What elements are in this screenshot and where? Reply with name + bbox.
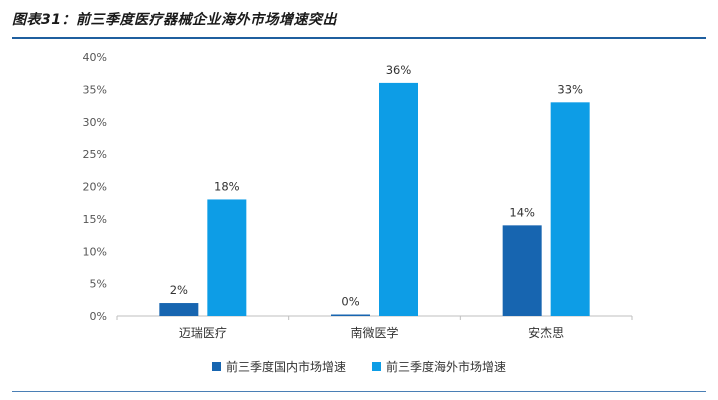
bar-domestic xyxy=(502,225,542,316)
y-tick-label: 30% xyxy=(83,116,107,129)
footer-rule xyxy=(12,391,706,392)
bar-overseas xyxy=(550,102,590,316)
category-label: 安杰思 xyxy=(528,325,564,340)
bar-domestic xyxy=(159,303,199,316)
bar-domestic xyxy=(331,314,370,316)
data-label: 18% xyxy=(214,179,240,193)
category-label: 迈瑞医疗 xyxy=(179,326,227,340)
y-tick-label: 35% xyxy=(83,83,107,96)
legend-label-domestic: 前三季度国内市场增速 xyxy=(225,360,346,374)
chart-title: 图表31：前三季度医疗器械企业海外市场增速突出 xyxy=(12,12,337,28)
legend-swatch-domestic xyxy=(211,362,221,371)
bar-overseas xyxy=(207,199,247,316)
y-tick-label: 15% xyxy=(83,213,107,226)
y-tick-label: 40% xyxy=(83,51,107,64)
data-label: 0% xyxy=(341,295,359,309)
bar-overseas xyxy=(379,82,418,317)
category-label: 南微医学 xyxy=(350,325,398,340)
legend-swatch-overseas xyxy=(372,362,381,371)
legend-item-overseas: 前三季度海外市场增速 xyxy=(372,358,506,375)
y-tick-label: 10% xyxy=(83,245,107,258)
data-label: 33% xyxy=(557,82,583,96)
legend-item-domestic: 前三季度国内市场增速 xyxy=(211,358,346,375)
title-rule xyxy=(12,37,706,39)
y-tick-label: 20% xyxy=(83,181,107,194)
data-label: 2% xyxy=(170,283,188,297)
legend-label-overseas: 前三季度海外市场增速 xyxy=(386,360,507,374)
y-tick-label: 25% xyxy=(83,148,107,161)
data-label: 14% xyxy=(509,205,535,219)
legend: 前三季度国内市场增速 前三季度海外市场增速 xyxy=(0,358,718,375)
y-tick-label: 0% xyxy=(90,310,107,323)
data-label: 36% xyxy=(386,63,412,77)
y-tick-label: 5% xyxy=(90,278,107,291)
